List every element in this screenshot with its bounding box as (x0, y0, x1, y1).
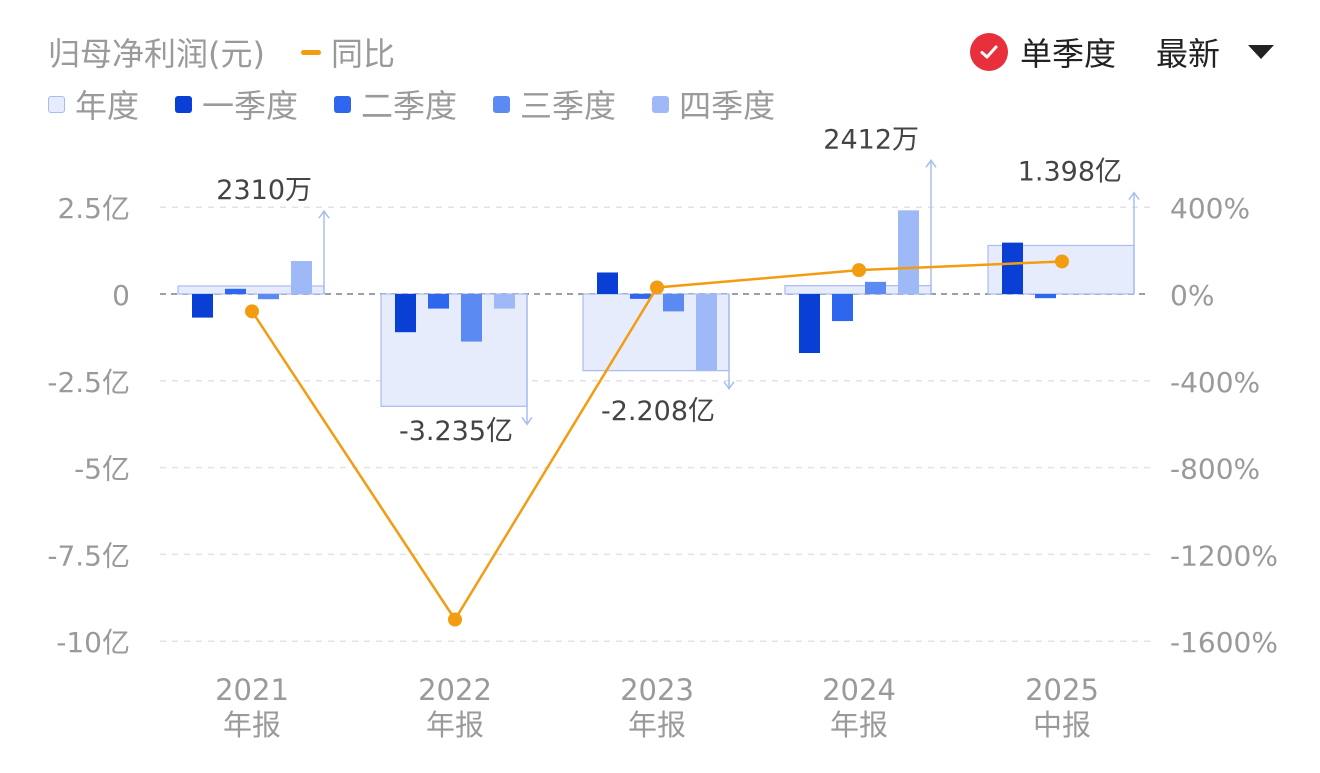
x-tick-period: 年报 (426, 708, 484, 742)
q1-bar (395, 294, 416, 333)
x-tick-period: 年报 (628, 708, 686, 742)
q2-bar (630, 294, 651, 299)
yoy-legend-label: 同比 (330, 35, 395, 73)
yoy-point (245, 304, 259, 319)
legend-swatch-q3 (493, 95, 511, 113)
x-tick-year: 2024 (822, 673, 896, 707)
q1-bar (192, 294, 213, 318)
q3-bar (258, 294, 279, 300)
chart-legend: 年度 一季度 二季度 三季度 四季度 (48, 80, 811, 128)
chevron-down-icon[interactable] (1248, 45, 1274, 59)
single-quarter-toggle[interactable]: 单季度 (1019, 35, 1116, 73)
x-tick-year: 2021 (215, 673, 289, 707)
annual-value-label: -3.235亿 (399, 416, 513, 447)
legend-item-annual[interactable]: 年度 (48, 81, 139, 127)
x-tick-year: 2023 (620, 673, 694, 707)
q3-bar (865, 281, 886, 294)
legend-item-q3[interactable]: 三季度 (493, 81, 616, 127)
chart-controls: 单季度 最新 (969, 28, 1274, 76)
q1-bar (799, 294, 820, 354)
y-left-tick-label: -10亿 (56, 626, 130, 659)
legend-item-q4[interactable]: 四季度 (652, 81, 775, 127)
q4-bar (696, 294, 717, 371)
q3-bar (663, 294, 684, 312)
annual-marker-arrow (723, 381, 735, 390)
annual-marker-arrow (318, 209, 330, 219)
legend-label-q4: 四季度 (679, 87, 776, 125)
q2-bar (1035, 294, 1056, 299)
legend-label-q3: 三季度 (520, 87, 617, 125)
legend-item-q1[interactable]: 一季度 (175, 81, 298, 127)
yoy-point (852, 263, 866, 278)
annual-value-label: -2.208亿 (601, 396, 715, 427)
q2-bar (225, 288, 246, 294)
annual-marker-arrow (1128, 191, 1140, 201)
y-left-tick-label: -2.5亿 (47, 366, 130, 399)
q2-bar (428, 294, 449, 309)
q4-bar (291, 261, 312, 294)
y-right-tick-label: 0% (1170, 279, 1214, 312)
yoy-point (448, 612, 462, 627)
chart-header: 归母净利润(元) 同比 (48, 28, 395, 76)
x-tick-year: 2022 (418, 673, 492, 707)
x-tick-year: 2025 (1025, 673, 1099, 707)
y-right-tick-label: -400% (1170, 366, 1260, 399)
q3-bar (461, 294, 482, 342)
checkmark-icon (980, 45, 998, 59)
annual-value-label: 2412万 (823, 124, 919, 155)
legend-swatch-annual (48, 95, 65, 113)
annual-marker-arrow (925, 159, 937, 168)
yoy-point (1055, 254, 1069, 269)
legend-swatch-q1 (175, 95, 193, 113)
y-left-tick-label: 0 (112, 279, 130, 312)
legend-item-q2[interactable]: 二季度 (334, 81, 457, 127)
x-tick-period: 年报 (223, 708, 281, 742)
y-right-tick-label: 400% (1170, 192, 1250, 225)
q1-bar (1002, 242, 1023, 294)
q4-bar (494, 294, 515, 309)
y-left-tick-label: -5亿 (74, 453, 130, 486)
period-select[interactable]: 最新 (1155, 35, 1220, 73)
yoy-point (650, 280, 664, 295)
y-left-tick-label: -7.5亿 (47, 539, 130, 572)
y-left-tick-label: 2.5亿 (57, 192, 130, 225)
annual-value-label: 1.398亿 (1018, 157, 1122, 188)
legend-swatch-q2 (334, 95, 352, 113)
y-right-tick-label: -1600% (1170, 626, 1278, 659)
y-right-tick-label: -1200% (1170, 539, 1278, 572)
chart-title: 归母净利润(元) (48, 35, 265, 73)
q4-bar (898, 210, 919, 294)
annual-marker-arrow (521, 416, 533, 426)
legend-label-annual: 年度 (75, 87, 140, 125)
y-right-tick-label: -800% (1170, 453, 1260, 486)
yoy-legend-swatch (300, 49, 321, 55)
q2-bar (832, 294, 853, 322)
legend-label-q2: 二季度 (361, 87, 458, 125)
annual-value-label: 2310万 (216, 175, 312, 206)
x-tick-period: 中报 (1033, 708, 1091, 742)
legend-label-q1: 一季度 (202, 87, 299, 125)
q1-bar (597, 272, 618, 294)
x-tick-period: 年报 (830, 708, 888, 742)
legend-swatch-q4 (652, 95, 670, 113)
check-icon[interactable] (969, 33, 1008, 71)
